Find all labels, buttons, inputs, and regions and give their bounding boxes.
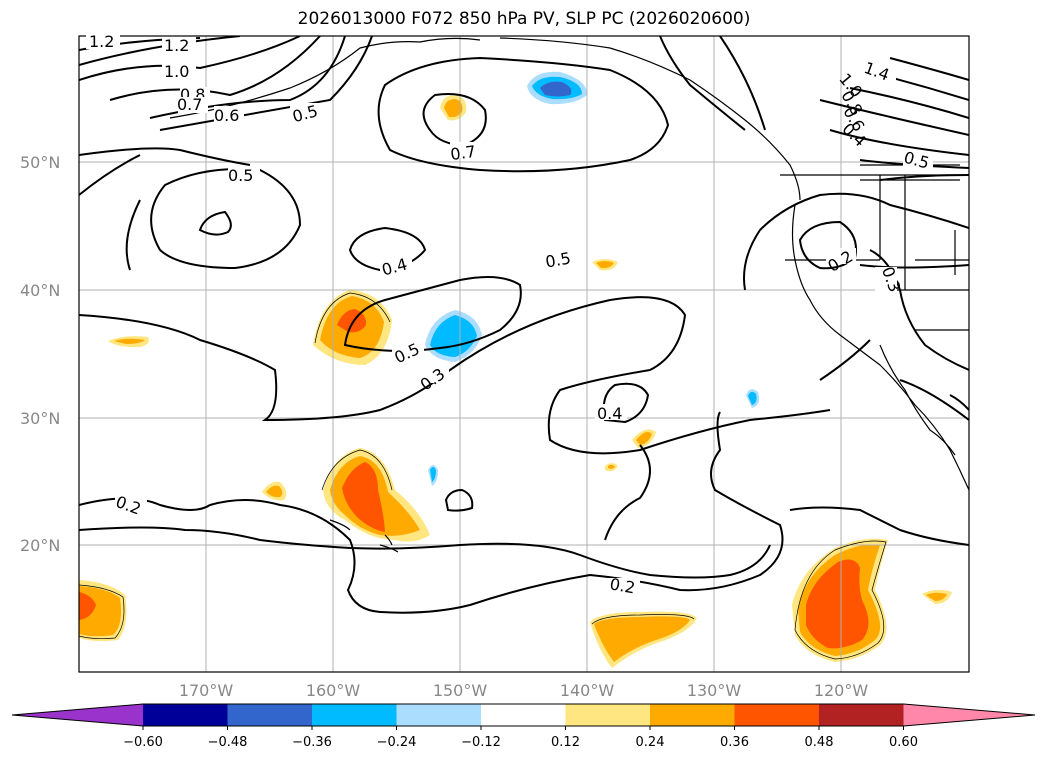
map-title: 2026013000 F072 850 hPa PV, SLP PC (2026… — [297, 9, 751, 29]
colorbar-segment — [481, 704, 566, 726]
colorbar-tick-label: −0.36 — [292, 735, 332, 750]
colorbar-tick-label: −0.12 — [461, 735, 501, 750]
contour-label: 0.2 — [608, 574, 636, 597]
contour-label: 0.7 — [177, 95, 202, 114]
lat-label-30n: 30°N — [20, 409, 60, 428]
lon-label-120w: 120°W — [814, 681, 869, 700]
colorbar-segment — [819, 704, 904, 726]
contour-label: 0.5 — [228, 166, 253, 185]
lat-label-50n: 50°N — [20, 153, 60, 172]
colorbar-segment — [734, 704, 820, 726]
lat-label-40n: 40°N — [20, 281, 60, 300]
colorbar-tick-label: 0.60 — [889, 735, 918, 750]
lat-label-20n: 20°N — [20, 536, 60, 555]
colorbar-segment — [650, 704, 735, 726]
colorbar-tick-label: 0.12 — [551, 735, 580, 750]
colorbar-segment — [396, 704, 482, 726]
colorbar: −0.60 −0.48 −0.36 −0.24 −0.12 0.12 0.24 0.36 0.4… — [11, 703, 1036, 750]
colorbar-segment — [565, 704, 651, 726]
colorbar-tick-label: 0.48 — [805, 735, 834, 750]
pv-contours — [79, 36, 969, 614]
colorbar-extend-high — [903, 704, 1035, 726]
colorbar-tick-label: 0.36 — [720, 735, 749, 750]
contour-label: 0.4 — [597, 404, 622, 423]
colorbar-segment — [227, 704, 313, 726]
colorbar-tick-label: −0.48 — [208, 735, 248, 750]
colorbar-segment — [312, 704, 397, 726]
colorbar-extend-low — [12, 704, 143, 726]
contour-label: 1.2 — [89, 32, 114, 51]
map-panel — [79, 36, 969, 672]
colorbar-tick-label: 0.24 — [636, 735, 665, 750]
lon-label-150w: 150°W — [433, 681, 488, 700]
contour-labels: 1.2 1.2 1.0 0.8 0.7 0.6 0.5 0.7 0.5 0.4 … — [86, 32, 933, 597]
longitude-labels: 170°W 160°W 150°W 140°W 130°W 120°W — [179, 681, 869, 700]
contour-label: 0.7 — [449, 142, 477, 164]
contour-label: 0.5 — [544, 248, 572, 271]
lon-label-140w: 140°W — [560, 681, 615, 700]
pv-thin-contours — [79, 292, 887, 660]
pv-positive-shading — [79, 95, 952, 668]
colorbar-tick-label: −0.60 — [123, 735, 163, 750]
colorbar-tick-label: −0.24 — [377, 735, 417, 750]
map-frame — [78, 35, 970, 673]
lon-label-130w: 130°W — [687, 681, 742, 700]
colorbar-segment — [143, 704, 228, 726]
lon-label-160w: 160°W — [306, 681, 361, 700]
latitude-labels: 50°N 40°N 30°N 20°N — [20, 153, 60, 555]
contour-label: 1.2 — [164, 36, 189, 55]
contour-label: 1.0 — [164, 62, 189, 81]
lon-label-170w: 170°W — [179, 681, 234, 700]
contour-label: 0.6 — [214, 106, 239, 125]
